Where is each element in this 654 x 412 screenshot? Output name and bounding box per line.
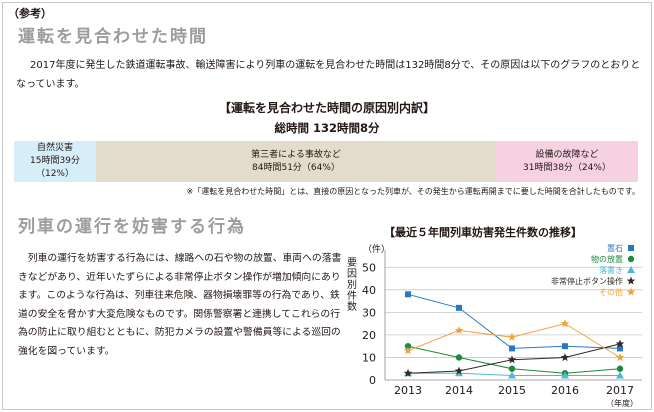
y-axis-unit: （件）: [363, 243, 390, 255]
segment-value: 84時間51分（64%）: [252, 162, 340, 173]
data-point-triangle: [508, 371, 516, 379]
data-point-circle: [404, 342, 412, 350]
data-point-triangle: [616, 371, 624, 379]
data-point-star: [615, 339, 625, 348]
y-axis-label-char: 件: [347, 290, 357, 302]
x-tick-label: 2016: [551, 384, 579, 397]
segment-name: 自然災害: [36, 143, 73, 153]
data-point-triangle: [627, 266, 635, 273]
bar-segment-equipment-failure: 設備の故障など 31時間38分（24%）: [496, 141, 638, 182]
section-body-obstruction: 列車の運行を妨害する行為には、線路への石や物の放置、車両への落書きなどがあり、近…: [18, 253, 342, 357]
legend-label: 非常停止ボタン操作: [551, 276, 623, 286]
x-tick-label: 2015: [498, 384, 526, 397]
data-point-square: [509, 345, 515, 352]
data-point-circle: [627, 255, 635, 263]
data-point-star: [454, 366, 464, 375]
segment-name: 設備の故障など: [535, 149, 599, 160]
data-point-star: [560, 353, 570, 362]
y-tick-label: 0: [369, 374, 376, 387]
note-tag: （参考）: [8, 7, 52, 20]
data-point-circle: [455, 354, 463, 361]
data-point-star: [403, 368, 413, 377]
segment-value: 31時間38分（24%）: [523, 162, 611, 173]
legend-label: 物の放置: [591, 254, 623, 264]
x-tick-label: 2017: [606, 384, 634, 397]
y-tick-label: 50: [362, 261, 376, 274]
bar-segment-third-party: 第三者による事故など 84時間51分（64%）: [96, 141, 496, 182]
data-point-star: [454, 325, 464, 334]
data-point-star: [615, 353, 625, 362]
section-body-suspension-time: 2017年度に発生した鉄道運転事故、輸送障害により列車の運転を見合わせた時間は1…: [16, 60, 641, 90]
segment-value: 15時間39分（12%）: [30, 156, 80, 179]
breakdown-footnote: ※「運転を見合わせた時間」とは、直接の原因となった列車が、その発生から運転再開ま…: [186, 187, 641, 196]
segment-name: 第三者による事故など: [251, 149, 341, 160]
breakdown-title: 【運転を見合わせた時間の原因別内訳】: [218, 101, 435, 115]
data-point-star: [507, 355, 517, 364]
chart-title: 【最近５年間列車妨害発生件数の推移】: [384, 226, 582, 239]
y-tick-label: 30: [362, 306, 376, 319]
y-axis-label-char: 要: [347, 257, 357, 269]
y-axis-label-char: 因: [347, 268, 357, 280]
y-tick-label: 20: [362, 329, 376, 342]
data-point-square: [456, 304, 462, 311]
data-point-star: [507, 332, 517, 341]
data-point-star: [626, 287, 636, 296]
section-title-suspension-time: 運転を見合わせた時間: [18, 27, 208, 47]
data-point-circle: [616, 365, 624, 372]
y-axis-label-char: 数: [347, 300, 357, 313]
legend-label: 落書き: [599, 265, 623, 275]
data-point-square: [405, 291, 411, 298]
data-point-star: [626, 276, 636, 285]
y-tick-label: 10: [362, 351, 376, 364]
data-point-square: [628, 245, 634, 251]
data-point-triangle: [561, 371, 569, 379]
data-point-circle: [508, 365, 516, 372]
data-point-square: [617, 345, 623, 352]
y-tick-label: 40: [362, 284, 376, 297]
data-point-star: [560, 319, 570, 328]
breakdown-total: 総時間 132時間8分: [274, 121, 380, 135]
bar-segment-natural-disaster: 自然災害 15時間39分（12%）: [14, 141, 96, 182]
series-line: [407, 323, 621, 358]
data-point-star: [403, 346, 413, 355]
y-axis-label-char: 別: [347, 279, 357, 291]
data-point-square: [562, 343, 568, 350]
x-tick-label: 2014: [445, 384, 473, 397]
section-title-obstruction: 列車の運行を妨害する行為: [18, 217, 246, 237]
legend-label: 置石: [607, 244, 623, 253]
legend-label: その他: [599, 287, 623, 297]
x-axis-unit: （年度）: [606, 398, 638, 408]
x-tick-label: 2013: [394, 384, 422, 397]
